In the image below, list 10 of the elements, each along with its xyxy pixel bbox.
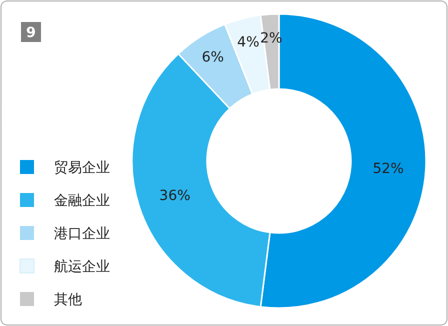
data-label: 6%	[202, 50, 224, 66]
legend-label: 航运企业	[54, 259, 110, 275]
data-label: 4%	[237, 34, 260, 50]
legend-label: 金融企业	[54, 193, 110, 209]
legend-label: 港口企业	[54, 226, 110, 242]
legend-label: 贸易企业	[54, 160, 110, 176]
data-label: 36%	[159, 188, 190, 204]
legend-label: 其他	[54, 292, 82, 308]
data-label: 52%	[372, 160, 404, 177]
annotation: 9	[21, 22, 41, 42]
